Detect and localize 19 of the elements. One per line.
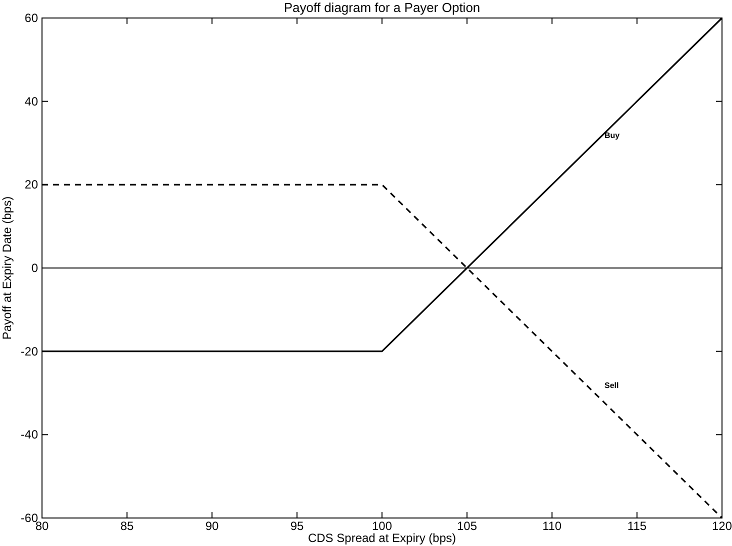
y-axis-title: Payoff at Expiry Date (bps) xyxy=(0,196,14,340)
series-label: Sell xyxy=(604,381,619,390)
x-tick-label: 100 xyxy=(372,519,392,533)
y-tick-label: 0 xyxy=(31,261,38,275)
y-tick-label: 60 xyxy=(24,11,38,25)
x-axis-title: CDS Spread at Expiry (bps) xyxy=(308,531,456,545)
y-tick-label: 20 xyxy=(24,178,38,192)
chart-title: Payoff diagram for a Payer Option xyxy=(284,0,480,15)
x-tick-label: 115 xyxy=(627,519,647,533)
y-tick-label: -40 xyxy=(20,428,38,442)
x-tick-label: 85 xyxy=(120,519,134,533)
series-label: Buy xyxy=(604,131,620,140)
x-tick-label: 110 xyxy=(542,519,562,533)
x-tick-label: 95 xyxy=(290,519,304,533)
y-tick-label: 40 xyxy=(24,94,38,108)
y-tick-label: -20 xyxy=(20,344,38,358)
x-tick-label: 90 xyxy=(205,519,219,533)
x-tick-label: 120 xyxy=(712,519,732,533)
x-tick-label: 105 xyxy=(456,519,478,533)
